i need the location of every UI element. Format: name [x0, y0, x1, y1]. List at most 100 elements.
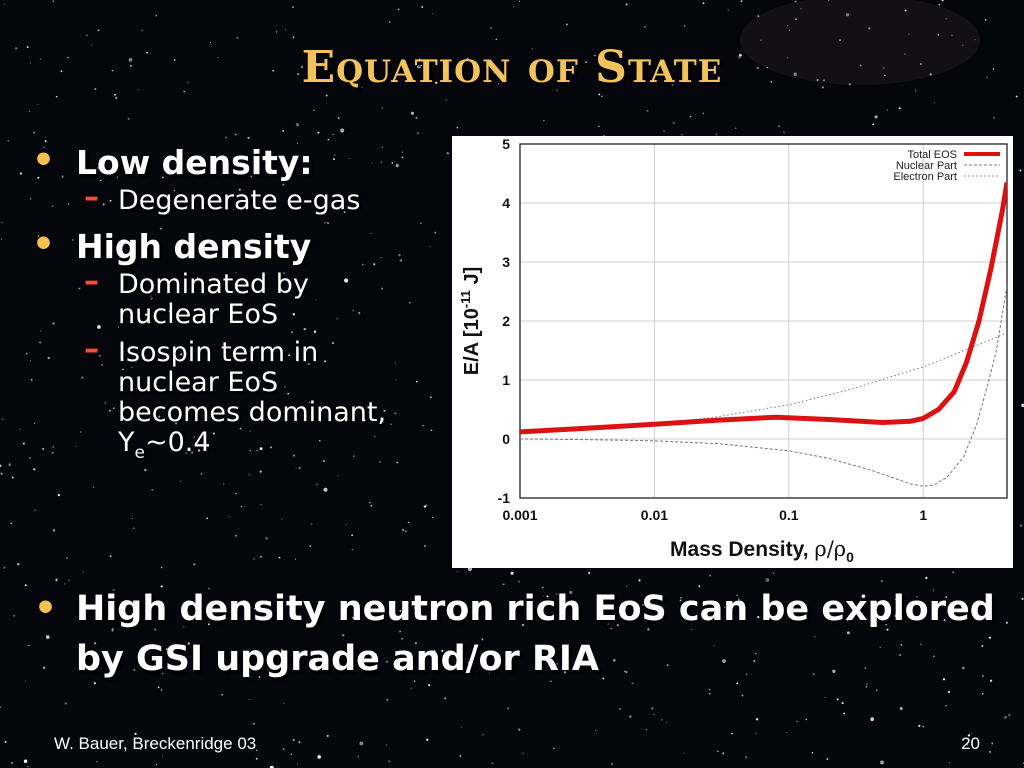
star — [345, 523, 347, 525]
star — [298, 741, 301, 744]
star — [183, 167, 185, 169]
star — [275, 31, 278, 33]
star — [666, 722, 668, 724]
star — [401, 156, 404, 159]
star — [1003, 715, 1007, 719]
star — [428, 684, 431, 687]
star — [738, 56, 741, 59]
star — [755, 732, 757, 735]
star — [793, 72, 797, 77]
star — [848, 83, 852, 86]
star — [29, 457, 31, 459]
star — [970, 732, 972, 734]
star — [7, 139, 10, 142]
nebula-glow — [740, 0, 980, 85]
star — [247, 136, 250, 140]
star — [100, 179, 102, 182]
sub-bullet-isospin: – Isospin term in nuclear EoS becomes do… — [84, 335, 438, 464]
bottom-bullet-line-2: by GSI upgrade and/or RIA — [76, 639, 600, 679]
star — [131, 366, 133, 369]
star — [394, 412, 397, 415]
star — [981, 645, 984, 647]
star — [150, 295, 152, 297]
star — [369, 501, 371, 504]
star — [120, 318, 124, 322]
star — [344, 278, 349, 283]
star — [421, 60, 423, 62]
star — [370, 504, 373, 507]
bullet-dot-icon: • — [32, 140, 56, 181]
star — [786, 57, 789, 59]
star — [417, 132, 419, 134]
star — [783, 131, 785, 134]
star — [60, 70, 63, 73]
star — [0, 706, 1, 708]
star — [938, 4, 941, 6]
star — [157, 415, 161, 418]
star — [513, 6, 515, 8]
star — [160, 689, 163, 691]
star — [78, 287, 81, 290]
star — [281, 649, 283, 651]
star — [258, 676, 261, 678]
star — [371, 162, 373, 164]
star — [394, 362, 397, 364]
star — [132, 517, 134, 520]
star — [184, 273, 187, 276]
star — [112, 588, 115, 592]
star — [294, 558, 297, 560]
star — [724, 606, 726, 608]
star — [875, 689, 878, 691]
star — [625, 3, 628, 6]
star — [515, 620, 518, 623]
star — [383, 409, 386, 412]
star — [168, 310, 171, 313]
star — [218, 607, 220, 609]
star — [405, 530, 407, 532]
star — [228, 515, 230, 518]
star — [155, 14, 158, 17]
star — [112, 627, 114, 630]
star — [517, 580, 520, 583]
star — [292, 36, 295, 39]
star — [39, 330, 41, 332]
star — [676, 60, 679, 64]
star — [39, 341, 42, 344]
star — [1019, 169, 1022, 172]
sub-bullet-line: nuclear EoS — [118, 299, 279, 330]
star — [988, 636, 991, 639]
star — [626, 586, 628, 588]
star — [607, 623, 609, 625]
star — [104, 402, 106, 404]
star — [34, 509, 37, 512]
star — [846, 13, 850, 17]
star — [746, 673, 748, 675]
star — [200, 473, 203, 475]
star — [841, 702, 844, 705]
star — [521, 623, 525, 627]
star — [952, 571, 954, 573]
star — [680, 597, 682, 599]
star — [363, 418, 367, 422]
star — [317, 131, 320, 134]
star — [334, 154, 336, 156]
star — [522, 752, 524, 754]
star — [865, 686, 867, 688]
page-number: 20 — [961, 734, 980, 753]
star — [326, 222, 329, 225]
star — [361, 263, 364, 266]
star — [183, 90, 185, 93]
star — [789, 29, 791, 31]
sub-bullet-line: nuclear EoS — [118, 367, 279, 398]
star — [772, 572, 775, 574]
star — [399, 609, 402, 612]
star — [899, 654, 901, 656]
star — [800, 8, 802, 10]
star — [55, 95, 58, 98]
star — [382, 421, 385, 423]
star — [485, 65, 488, 68]
electron-fraction-subscript: e — [134, 443, 145, 463]
star — [388, 760, 391, 763]
star — [598, 125, 600, 128]
star — [380, 256, 382, 259]
